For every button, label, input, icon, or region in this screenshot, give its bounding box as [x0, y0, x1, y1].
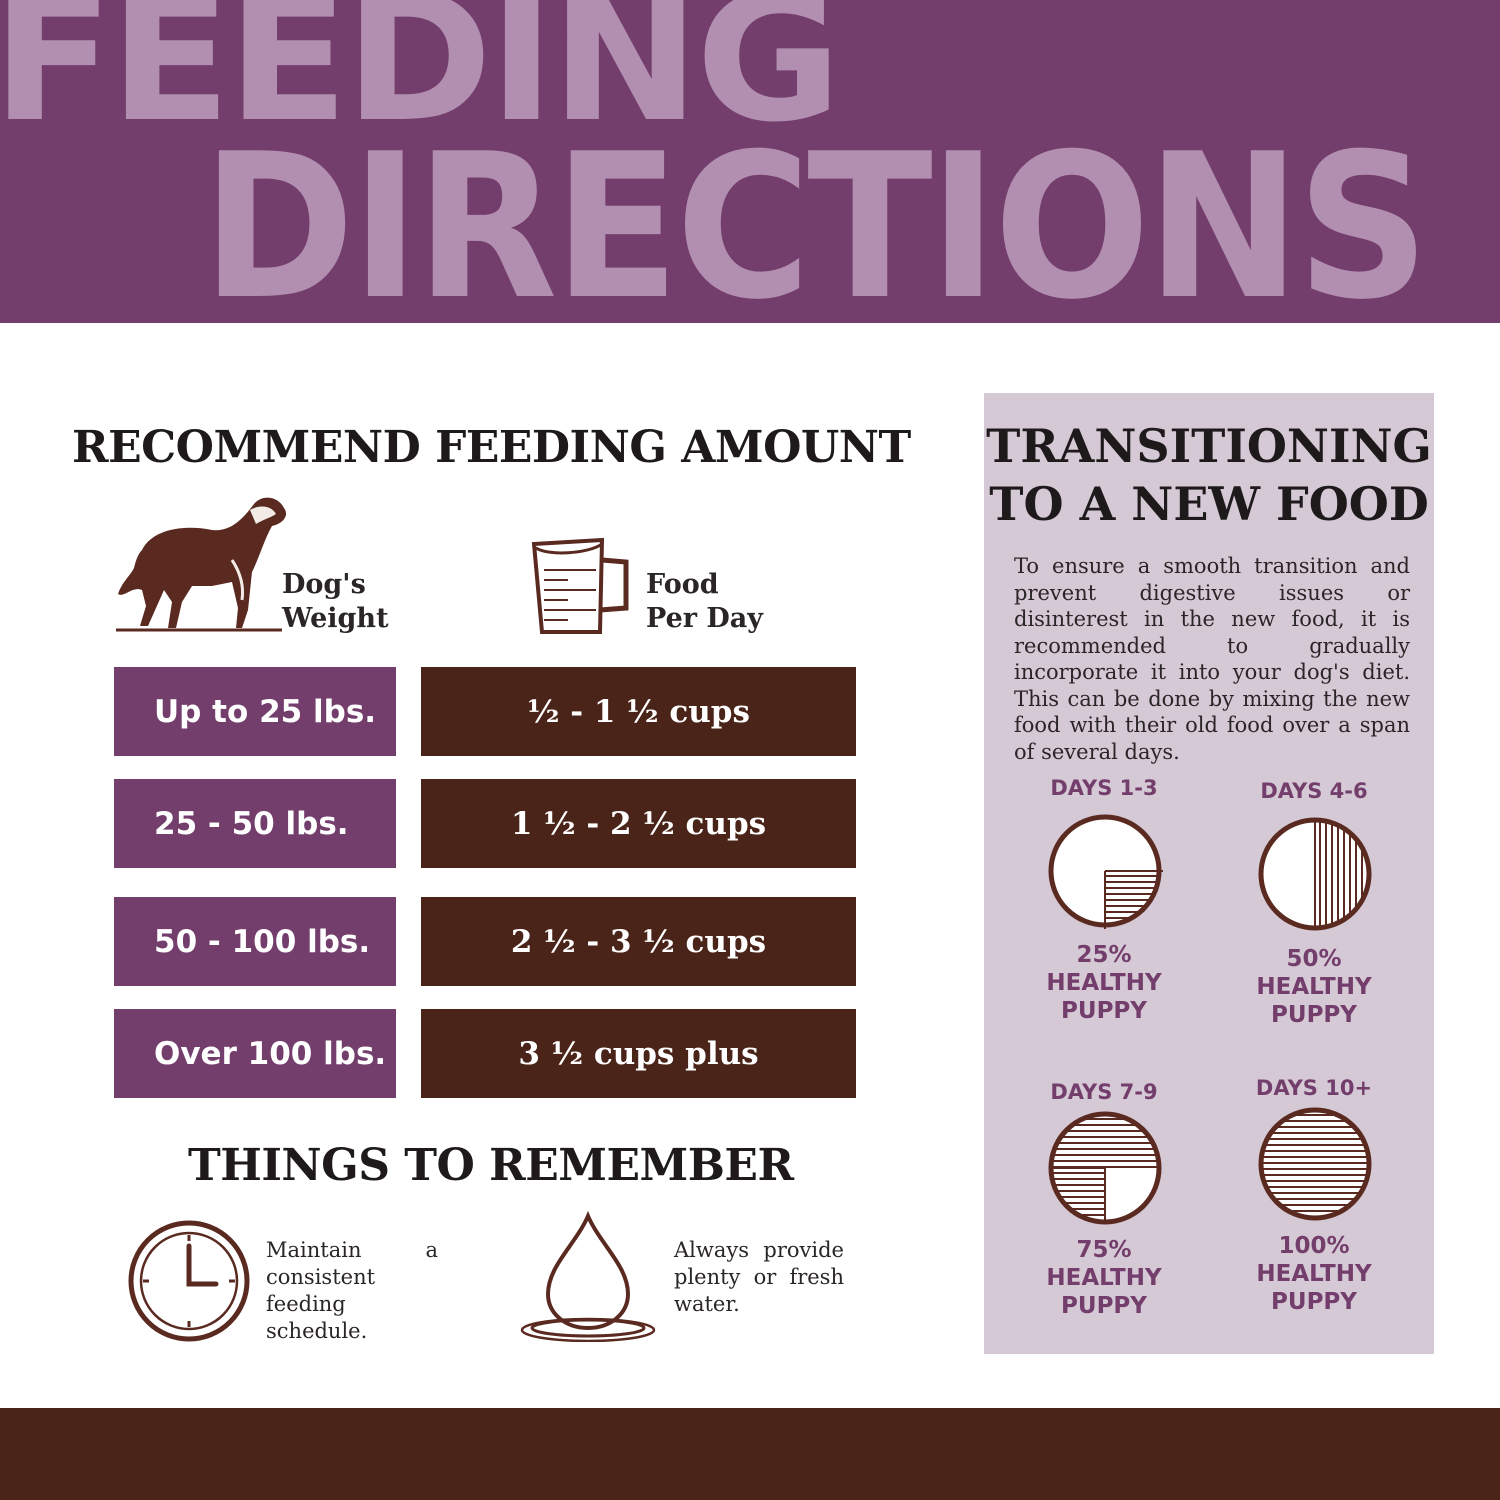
- stage-label-1: 25% HEALTHY PUPPY: [1046, 942, 1162, 1024]
- food-cell-2: 1 ½ - 2 ½ cups: [421, 779, 856, 868]
- transition-panel: TRANSITIONING TO A NEW FOOD To ensure a …: [984, 393, 1434, 1354]
- stage-days-2: DAYS 4-6: [1260, 779, 1368, 803]
- mix-chart-75-icon: [1048, 1111, 1162, 1225]
- feeding-amount-title: RECOMMEND FEEDING AMOUNT: [72, 422, 911, 473]
- food-cell-1: ½ - 1 ½ cups: [421, 667, 856, 756]
- transition-title: TRANSITIONING TO A NEW FOOD: [986, 419, 1432, 531]
- mix-chart-50-icon: [1258, 817, 1372, 931]
- dog-icon: [116, 497, 287, 632]
- food-cell-4: 3 ½ cups plus: [421, 1009, 856, 1098]
- stage-label-3: 75% HEALTHY PUPPY: [1046, 1237, 1162, 1319]
- weight-cell-1: Up to 25 lbs.: [114, 667, 396, 756]
- things-to-remember-title: THINGS TO REMEMBER: [188, 1140, 794, 1191]
- mix-chart-25-icon: [1048, 814, 1163, 929]
- banner-title-line2: DIRECTIONS: [202, 111, 1429, 324]
- footer-bar: [0, 1408, 1500, 1500]
- mix-chart-100-icon: [1258, 1107, 1372, 1221]
- food-column-header: Food Per Day: [646, 569, 763, 634]
- stage-days-3: DAYS 7-9: [1050, 1080, 1158, 1104]
- stage-days-1: DAYS 1-3: [1050, 776, 1158, 800]
- remember-note-2: Always provide plenty or fresh water.: [674, 1238, 844, 1316]
- stage-label-2: 50% HEALTHY PUPPY: [1256, 946, 1372, 1028]
- weight-cell-2: 25 - 50 lbs.: [114, 779, 396, 868]
- banner-title-line1: FEEDING: [0, 0, 842, 161]
- food-cell-3: 2 ½ - 3 ½ cups: [421, 897, 856, 986]
- measuring-cup-icon: [531, 537, 629, 634]
- remember-note-1: Maintain a consistent feeding schedule.: [266, 1238, 438, 1343]
- stage-label-4: 100% HEALTHY PUPPY: [1256, 1233, 1372, 1315]
- weight-column-header: Dog's Weight: [282, 569, 389, 634]
- weight-cell-4: Over 100 lbs.: [114, 1009, 396, 1098]
- clock-icon: [128, 1220, 250, 1342]
- stage-days-4: DAYS 10+: [1255, 1076, 1373, 1100]
- water-drop-icon: [520, 1210, 656, 1342]
- title-banner: FEEDING DIRECTIONS: [0, 0, 1500, 323]
- transition-description: To ensure a smooth transition and preven…: [1014, 554, 1410, 764]
- weight-cell-3: 50 - 100 lbs.: [114, 897, 396, 986]
